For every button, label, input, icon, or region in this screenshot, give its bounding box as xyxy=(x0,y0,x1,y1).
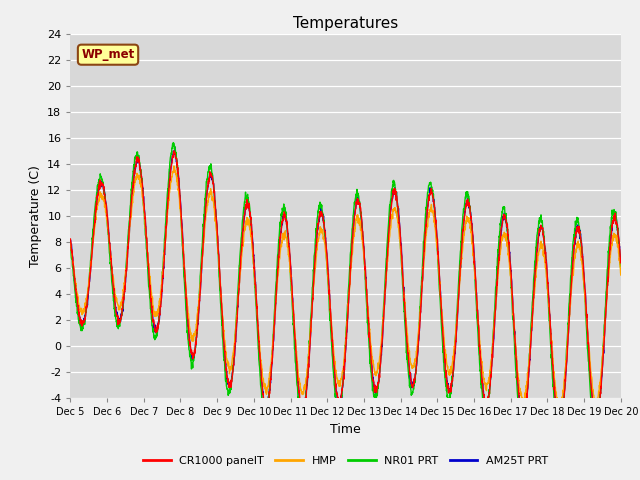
Title: Temperatures: Temperatures xyxy=(293,16,398,31)
Y-axis label: Temperature (C): Temperature (C) xyxy=(29,165,42,267)
Legend: CR1000 panelT, HMP, NR01 PRT, AM25T PRT: CR1000 panelT, HMP, NR01 PRT, AM25T PRT xyxy=(138,451,553,470)
Text: WP_met: WP_met xyxy=(81,48,134,61)
X-axis label: Time: Time xyxy=(330,423,361,436)
